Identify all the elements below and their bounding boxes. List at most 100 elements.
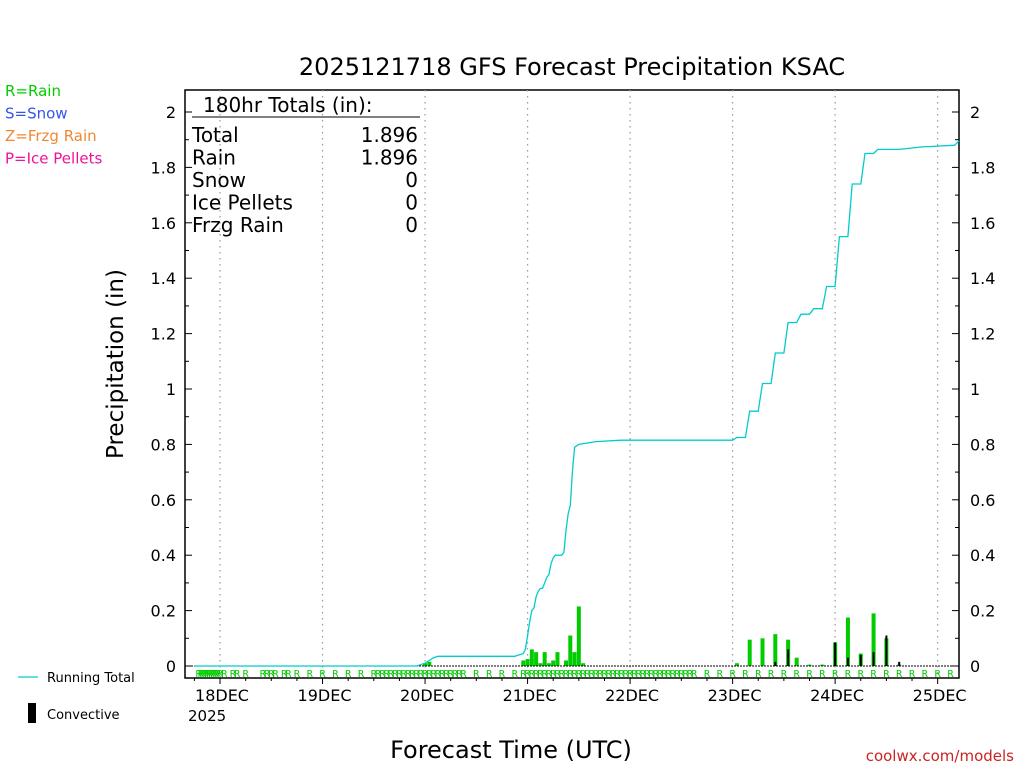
- rain-type-marker: R: [392, 669, 399, 680]
- rain-type-marker: R: [533, 669, 540, 680]
- rain-type-marker: R: [448, 669, 455, 680]
- rain-type-marker: R: [550, 669, 557, 680]
- rain-type-marker: R: [883, 669, 890, 680]
- rain-type-marker: R: [563, 669, 570, 680]
- totals-label-2: Snow: [192, 168, 246, 192]
- chart-title: 2025121718 GFS Forecast Precipitation KS…: [299, 53, 845, 81]
- rain-type-marker: R: [584, 669, 591, 680]
- x-tick-label-4: 22DEC: [605, 686, 659, 705]
- x-tick-label-7: 25DEC: [913, 686, 967, 705]
- x-tick-label-0: 18DEC: [195, 686, 249, 705]
- rain-type-marker: R: [580, 669, 587, 680]
- rain-type-marker: R: [742, 669, 749, 680]
- rain-type-marker: R: [234, 669, 241, 680]
- vertical-grid: [219, 90, 939, 678]
- rain-bar: [423, 663, 428, 666]
- x-tick-label-3: 21DEC: [503, 686, 557, 705]
- convective-bars: [774, 635, 901, 666]
- y-axis-right: 0 0.2 0.4 0.6 0.8 1 1.2 1.4 1.6 1.8 2: [952, 103, 995, 676]
- line-legend: Running Total Convective: [18, 671, 135, 723]
- rain-bar: [529, 649, 534, 666]
- y-tick-label-left-1: 0.2: [151, 602, 176, 621]
- rain-bar: [820, 664, 825, 666]
- rain-type-marker: R: [627, 669, 634, 680]
- rain-type-marker: R: [619, 669, 626, 680]
- rain-type-marker: R: [332, 669, 339, 680]
- rain-type-marker: R: [358, 669, 365, 680]
- legend-type-0: R=Rain: [5, 82, 61, 100]
- rain-type-marker: R: [396, 669, 403, 680]
- rain-bars: [423, 606, 902, 666]
- rain-type-marker: R: [520, 669, 527, 680]
- rain-type-marker: R: [589, 669, 596, 680]
- rain-bar: [871, 613, 876, 666]
- rain-type-marker: R: [452, 669, 459, 680]
- rain-type-marker: R: [422, 669, 429, 680]
- legend-type-1: S=Snow: [5, 105, 68, 123]
- rain-bar: [525, 659, 530, 666]
- y-tick-label-left-7: 1.4: [151, 269, 176, 288]
- rain-type-marker: R: [345, 669, 352, 680]
- rain-type-marker: R: [947, 669, 954, 680]
- rain-bar: [551, 660, 556, 666]
- rain-type-marker: R: [845, 669, 852, 680]
- rain-bar: [581, 663, 586, 666]
- totals-value-3: 0: [405, 191, 418, 215]
- convective-legend-label: Convective: [47, 708, 120, 723]
- rain-type-marker: R: [525, 669, 532, 680]
- rain-type-marker: R: [640, 669, 647, 680]
- rain-type-marker: R: [198, 669, 205, 680]
- rain-type-marker: R: [593, 669, 600, 680]
- totals-value-0: 1.896: [361, 123, 418, 147]
- rain-type-marker: R: [648, 669, 655, 680]
- rain-type-marker: R: [922, 669, 929, 680]
- convective-bar: [834, 642, 837, 666]
- y-tick-label-left-8: 1.6: [151, 214, 176, 233]
- y-tick-label-right-2: 0.4: [970, 546, 995, 565]
- convective-bar: [774, 661, 777, 666]
- legend-type-2: Z=Frzg Rain: [5, 127, 97, 145]
- rain-type-marker: R: [426, 669, 433, 680]
- rain-type-marker: R: [674, 669, 681, 680]
- rain-type-marker: R: [683, 669, 690, 680]
- y-tick-label-right-10: 2: [970, 103, 980, 122]
- rain-type-marker: R: [281, 669, 288, 680]
- rain-type-marker: R: [206, 669, 213, 680]
- convective-bar: [859, 654, 862, 666]
- rain-type-marker: R: [794, 669, 801, 680]
- precip-type-legend: R=Rain S=Snow Z=Frzg Rain P=Ice Pellets: [5, 82, 102, 168]
- rain-type-marker: R: [268, 669, 275, 680]
- rain-type-marker: R: [576, 669, 583, 680]
- convective-bar: [898, 661, 901, 666]
- totals-value-4: 0: [405, 213, 418, 237]
- rain-type-marker: R: [653, 669, 660, 680]
- rain-bar: [542, 652, 547, 666]
- x-axis-label: Forecast Time (UTC): [390, 736, 632, 764]
- rain-bar: [427, 661, 432, 666]
- rain-type-marker: R: [610, 669, 617, 680]
- rain-type-marker: R: [200, 669, 207, 680]
- rain-bar: [760, 638, 765, 666]
- rain-type-marker: R: [768, 669, 775, 680]
- rain-type-marker: R: [243, 669, 250, 680]
- rain-type-marker: R: [204, 669, 211, 680]
- rain-type-marker: R: [614, 669, 621, 680]
- rain-type-marker: R: [294, 669, 301, 680]
- plot-frame: [184, 89, 960, 679]
- rain-type-marker: R: [264, 669, 271, 680]
- credit-text: coolwx.com/models: [866, 747, 1014, 765]
- convective-bar: [846, 657, 849, 666]
- rain-type-marker: R: [439, 669, 446, 680]
- rain-type-marker: R: [572, 669, 579, 680]
- running-total-line: [194, 140, 960, 667]
- convective-legend-swatch: [28, 703, 36, 723]
- rain-type-marker: R: [443, 669, 450, 680]
- rain-bar: [794, 657, 799, 666]
- rain-type-marker: R: [644, 669, 651, 680]
- rain-type-marker: R: [273, 669, 280, 680]
- rain-type-marker: R: [704, 669, 711, 680]
- rain-type-marker: R: [379, 669, 386, 680]
- rain-type-marker: R: [819, 669, 826, 680]
- y-tick-label-right-0: 0: [970, 657, 980, 676]
- rain-type-marker: R: [755, 669, 762, 680]
